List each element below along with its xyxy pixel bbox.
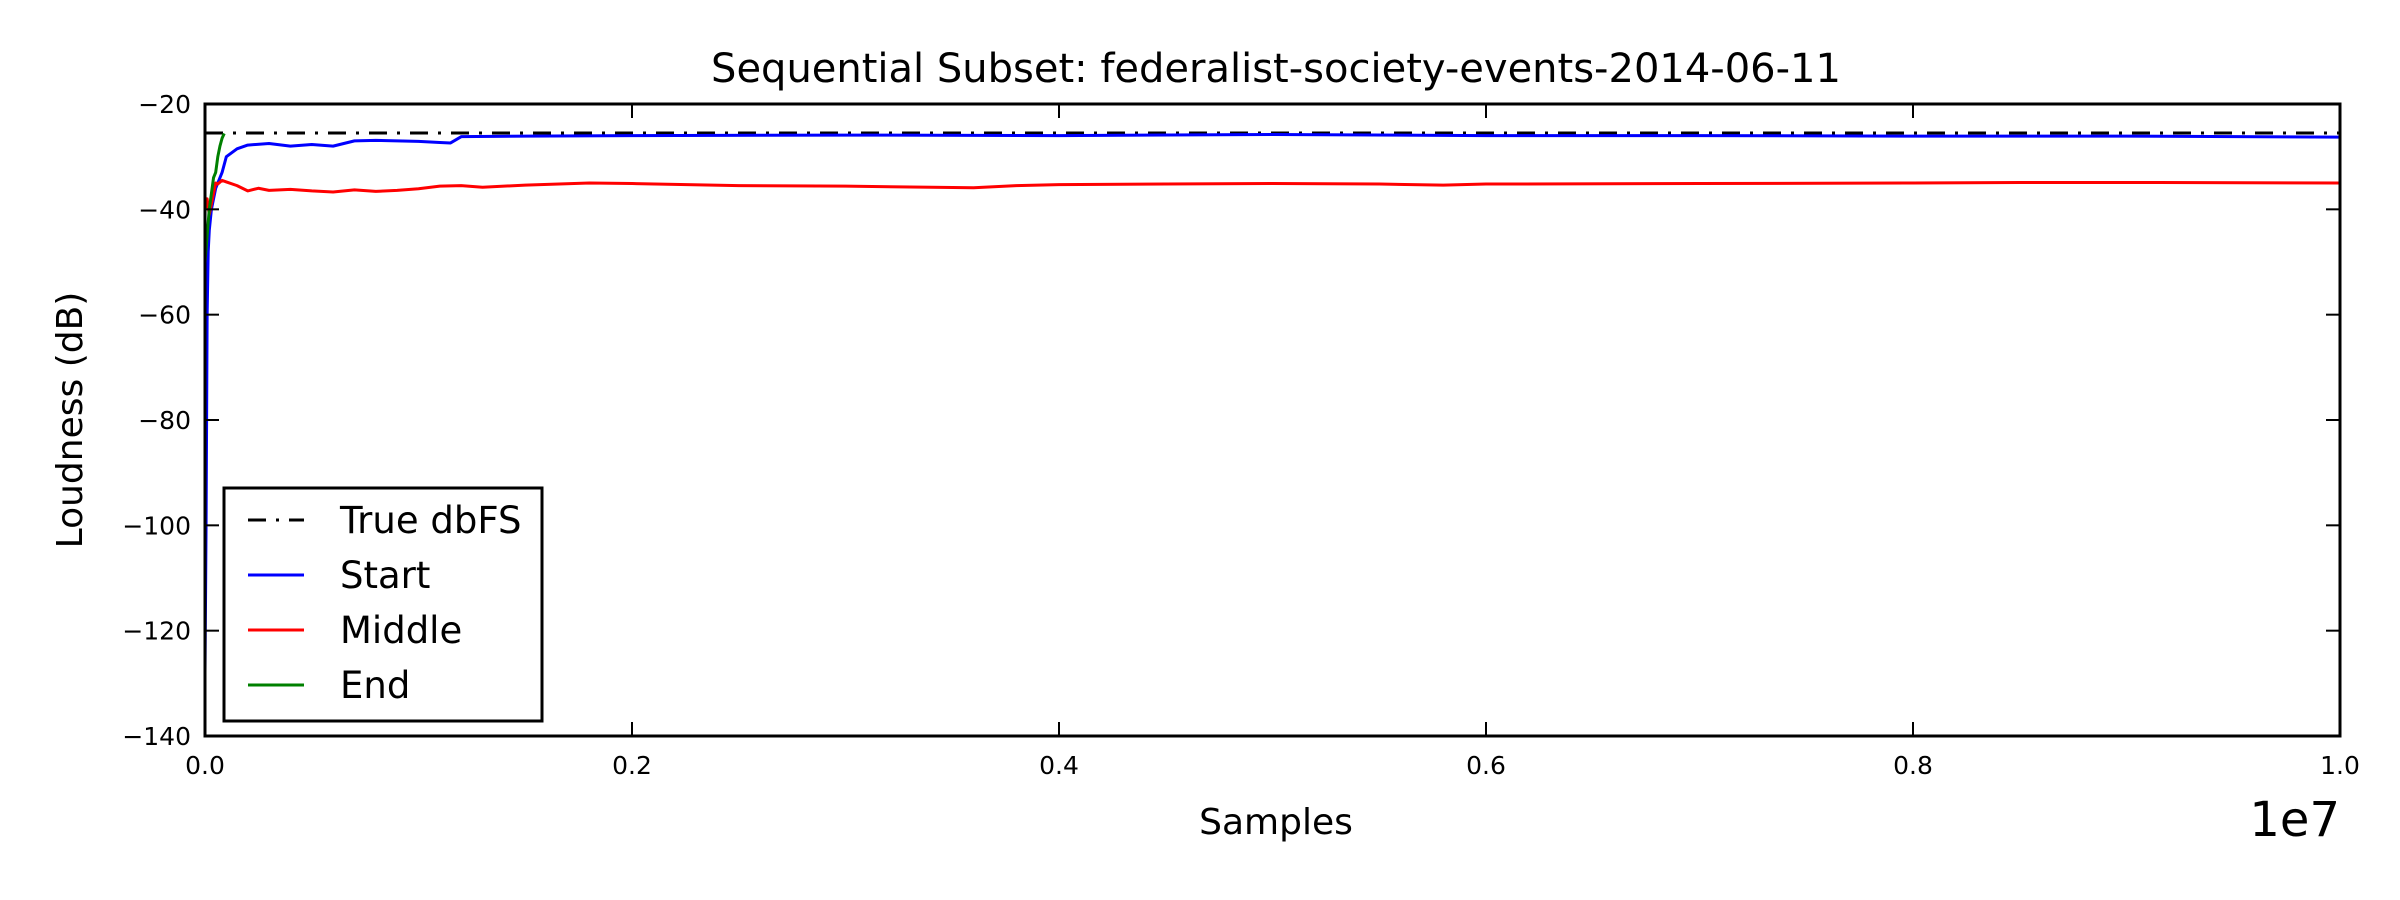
y-tick-label: −60 <box>138 301 191 330</box>
plot-frame <box>203 102 2342 738</box>
y-tick-label: −100 <box>122 511 191 540</box>
legend-label-start: Start <box>340 554 430 597</box>
y-tick-label: −80 <box>138 406 191 435</box>
chart-title: Sequential Subset: federalist-society-ev… <box>711 46 1841 92</box>
y-tick-label: −40 <box>138 195 191 224</box>
x-scale-label: 1e7 <box>2249 792 2340 848</box>
x-tick-label: 0.2 <box>612 751 652 780</box>
x-tick-label: 0.4 <box>1039 751 1079 780</box>
y-tick-label: −20 <box>138 90 191 119</box>
y-tick-label: −120 <box>122 617 191 646</box>
series-line-middle <box>205 178 2340 217</box>
axis-ticks: 0.0 0.2 0.4 0.6 0.8 1.0 −20 −40 −60 −80 −100 −120 −1… <box>122 90 2360 780</box>
plot-area <box>205 131 2340 673</box>
legend-label-end: End <box>340 664 410 707</box>
x-tick-label: 0.0 <box>185 751 225 780</box>
series-line-end <box>205 132 226 263</box>
x-tick-label: 0.6 <box>1466 751 1506 780</box>
x-tick-label: 1.0 <box>2320 751 2360 780</box>
y-axis-label: Loudness (dB) <box>50 292 91 549</box>
legend-box <box>222 486 544 723</box>
x-tick-label: 0.8 <box>1893 751 1933 780</box>
legend: True dbFS Start Middle End <box>222 486 544 723</box>
y-tick-label: −140 <box>122 722 191 751</box>
legend-label-true-dbfs: True dbFS <box>339 499 521 542</box>
legend-label-middle: Middle <box>340 609 462 652</box>
x-axis-label: Samples <box>1199 802 1353 843</box>
